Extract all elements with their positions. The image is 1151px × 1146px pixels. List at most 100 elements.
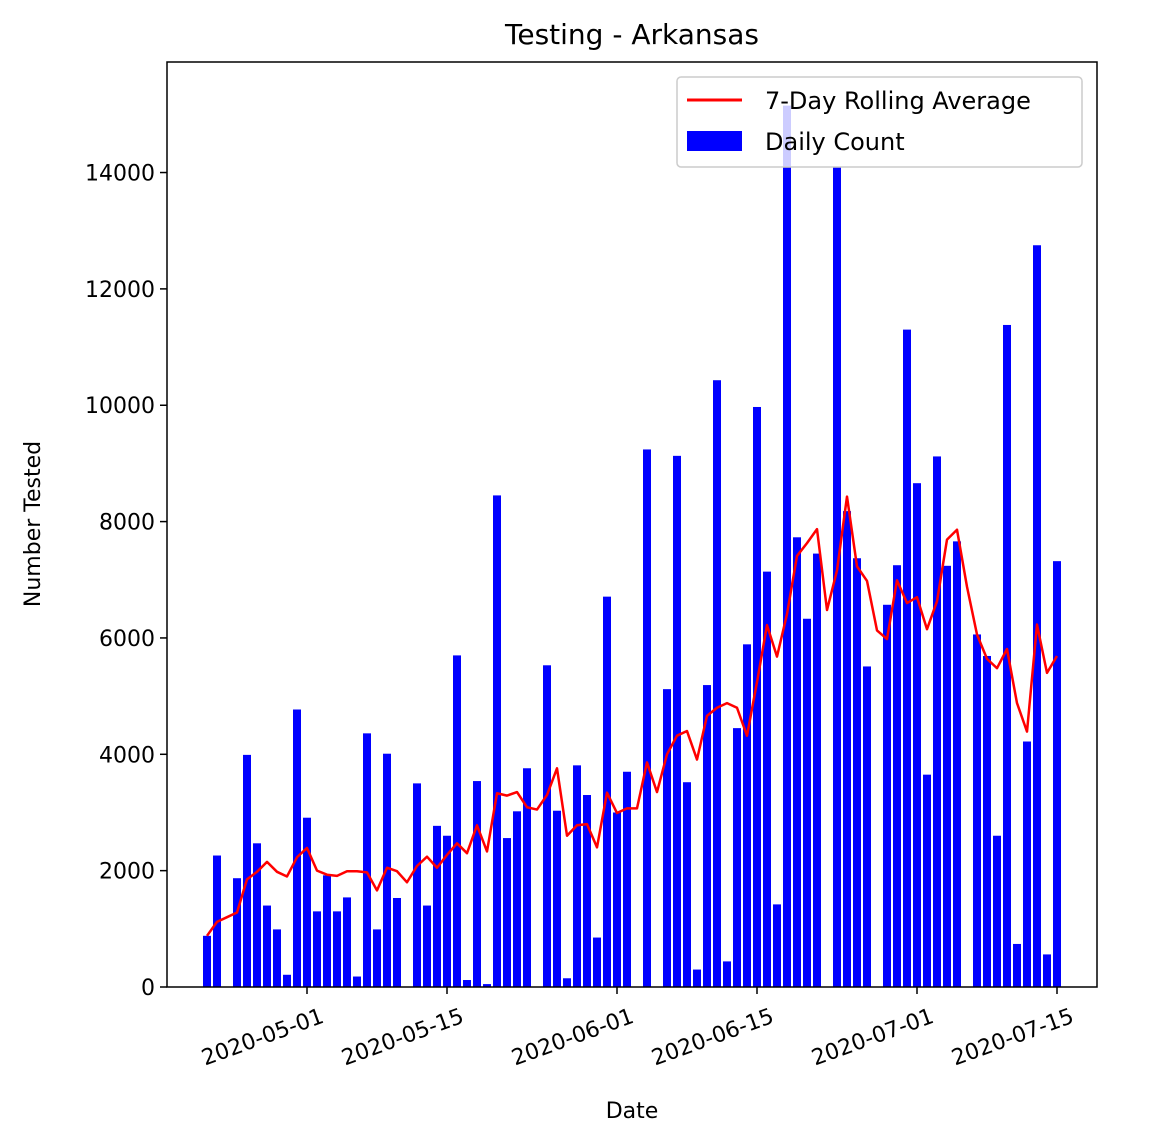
bar-day-11	[313, 911, 321, 987]
bar-day-73	[933, 456, 941, 987]
bar-day-74	[943, 565, 951, 987]
legend-bar-swatch	[687, 131, 742, 151]
bar-day-42	[623, 771, 631, 987]
legend-label-rolling-average: 7-Day Rolling Average	[765, 87, 1031, 115]
bar-day-37	[573, 765, 581, 987]
x-tick-label-4: 2020-07-01	[809, 1004, 938, 1071]
y-tick-label-2: 4000	[99, 743, 155, 768]
x-tick-label-2: 2020-06-01	[509, 1004, 638, 1071]
y-tick-label-1: 2000	[99, 860, 155, 885]
bar-day-12	[323, 875, 331, 987]
daily-count-bars	[203, 105, 1061, 988]
y-axis-title: Number Tested	[21, 441, 46, 607]
bar-day-10	[303, 817, 311, 987]
bar-day-68	[883, 604, 891, 987]
bar-day-31	[513, 811, 521, 987]
bar-day-47	[673, 455, 681, 988]
bar-day-54	[743, 644, 751, 987]
bar-day-58	[783, 105, 791, 987]
bar-day-57	[773, 904, 781, 987]
y-tick-label-5: 10000	[85, 394, 155, 419]
bar-day-4	[243, 754, 251, 987]
legend-box	[676, 76, 1083, 168]
legend-label-daily-count: Daily Count	[765, 128, 905, 156]
bar-day-82	[1023, 741, 1031, 987]
bar-day-26	[463, 980, 471, 987]
bar-day-34	[543, 665, 551, 987]
bar-day-17	[373, 929, 381, 987]
bar-day-5	[253, 843, 261, 987]
bar-day-55	[753, 406, 761, 988]
bar-day-25	[453, 655, 461, 987]
y-tick-label-4: 8000	[99, 511, 155, 536]
x-tick-label-0: 2020-05-01	[199, 1004, 328, 1071]
bar-day-81	[1013, 943, 1021, 987]
bar-day-41	[613, 812, 621, 987]
bar-day-83	[1033, 245, 1041, 987]
bar-day-36	[563, 978, 571, 987]
bar-day-21	[413, 783, 421, 987]
bar-day-3	[233, 878, 241, 987]
y-tick-label-6: 12000	[85, 278, 155, 303]
x-tick-label-1: 2020-05-15	[339, 1004, 468, 1071]
bar-day-71	[913, 483, 921, 987]
bar-day-16	[363, 733, 371, 987]
bar-day-19	[393, 897, 401, 987]
bar-day-63	[833, 166, 841, 988]
bar-day-46	[663, 689, 671, 987]
bar-day-64	[843, 511, 851, 987]
bar-day-15	[353, 976, 361, 987]
bar-day-13	[333, 911, 341, 987]
bar-day-78	[983, 655, 991, 987]
bar-day-48	[683, 782, 691, 987]
bar-day-39	[593, 937, 601, 987]
plot-area-frame	[166, 61, 1098, 988]
bar-day-49	[693, 969, 701, 987]
bar-day-77	[973, 634, 981, 987]
bar-day-6	[263, 905, 271, 987]
bar-day-30	[503, 838, 511, 987]
bar-day-65	[853, 558, 861, 987]
bar-day-85	[1053, 561, 1061, 987]
bar-day-61	[813, 553, 821, 987]
x-axis: 2020-05-01 2020-05-15 2020-06-01 2020-06-15…	[199, 987, 1078, 1071]
x-tick-label-5: 2020-07-15	[949, 1004, 1078, 1071]
bar-day-23	[433, 825, 441, 987]
bar-day-22	[423, 905, 431, 987]
bar-day-52	[723, 961, 731, 987]
legend: 7-Day Rolling Average Daily Count	[676, 76, 1083, 168]
bar-day-27	[473, 781, 481, 987]
bar-day-56	[763, 571, 771, 987]
bar-day-51	[713, 380, 721, 988]
x-axis-title: Date	[606, 1099, 659, 1124]
bar-day-35	[553, 810, 561, 987]
bar-day-69	[893, 565, 901, 987]
y-tick-label-0: 0	[141, 976, 155, 1001]
bar-day-53	[733, 728, 741, 987]
x-tick-label-3: 2020-06-15	[649, 1004, 778, 1071]
bar-day-79	[993, 835, 1001, 987]
bar-day-59	[793, 537, 801, 987]
bar-day-60	[803, 618, 811, 987]
bar-day-14	[343, 897, 351, 987]
bar-day-28	[483, 984, 491, 987]
bar-day-84	[1043, 954, 1051, 987]
bar-day-38	[583, 795, 591, 987]
y-tick-label-7: 14000	[85, 162, 155, 187]
bar-day-9	[293, 709, 301, 987]
bar-day-8	[283, 974, 291, 987]
y-tick-label-3: 6000	[99, 627, 155, 652]
bar-day-7	[273, 929, 281, 987]
bar-day-75	[953, 541, 961, 987]
bar-day-50	[703, 685, 711, 987]
bar-day-32	[523, 768, 531, 987]
bar-day-24	[443, 835, 451, 987]
bar-day-44	[643, 449, 651, 987]
bar-day-66	[863, 666, 871, 987]
bar-day-72	[923, 774, 931, 987]
bar-day-29	[493, 495, 501, 987]
y-axis: 0 2000 4000 6000 8000 10000 12000 14000	[85, 162, 167, 1001]
chart-title: Testing - Arkansas	[504, 18, 759, 51]
rolling-average-line	[205, 495, 1059, 937]
